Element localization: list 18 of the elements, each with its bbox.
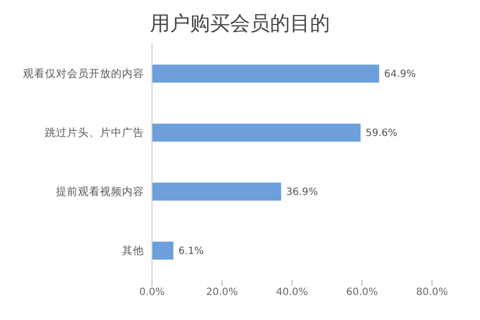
bar (152, 124, 361, 142)
y-tick-label: 跳过片头、片中广告 (45, 126, 144, 140)
x-tick-label: 80.0% (416, 287, 448, 298)
y-tick-label: 其他 (122, 244, 144, 258)
x-tick-label: 20.0% (206, 287, 238, 298)
x-tick-label: 0.0% (139, 287, 165, 298)
data-label: 64.9% (384, 69, 416, 80)
x-tick-label: 40.0% (276, 287, 308, 298)
bar (152, 64, 380, 83)
y-tick-label: 提前观看视频内容 (56, 185, 144, 198)
data-label: 6.1% (178, 246, 204, 258)
data-label: 36.9% (286, 187, 318, 198)
bar (152, 182, 282, 201)
x-tick-label: 60.0% (346, 287, 378, 298)
data-label: 59.6% (366, 128, 398, 140)
y-tick-label: 观看仅对会员开放的内容 (23, 67, 144, 80)
bar (152, 242, 174, 260)
chart-title: 用户购买会员的目的 (149, 10, 331, 37)
